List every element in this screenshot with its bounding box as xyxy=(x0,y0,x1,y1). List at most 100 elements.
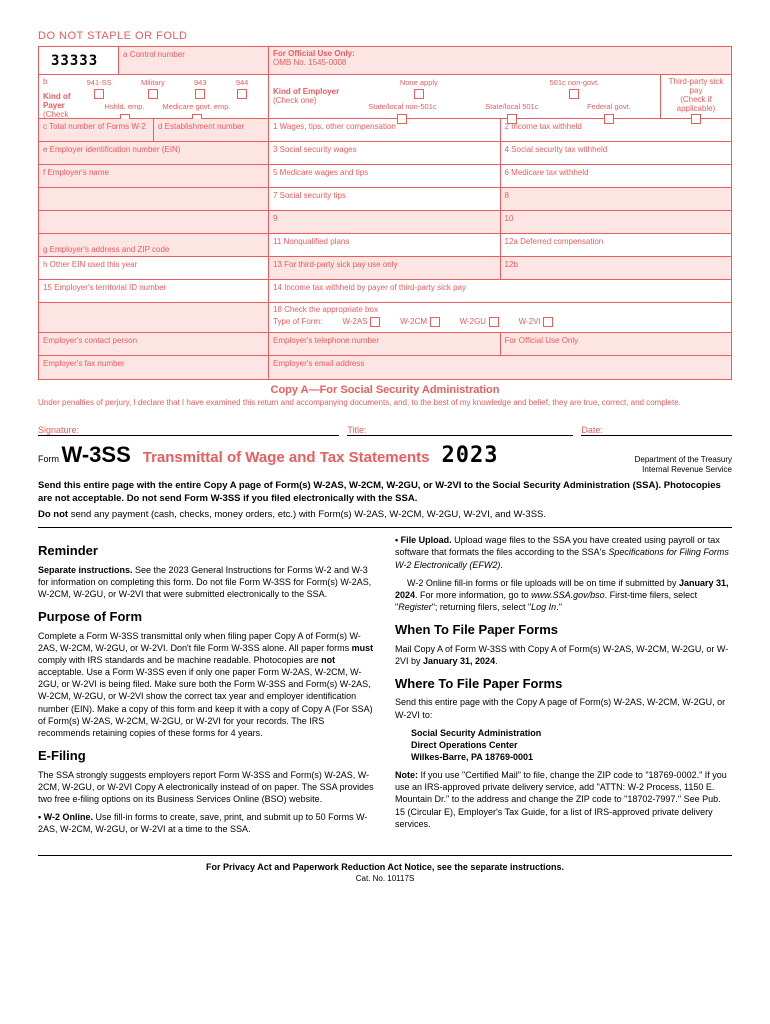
dept-treasury: Department of the Treasury xyxy=(635,455,732,464)
form-grid: 33333 a Control number For Official Use … xyxy=(38,46,732,380)
w2cm-checkbox[interactable] xyxy=(430,317,440,327)
payer-hshld-label: Hshld. emp. xyxy=(105,103,145,111)
privacy-notice: For Privacy Act and Paperwork Reduction … xyxy=(38,855,732,872)
field-e: e Employer identification number (EIN) xyxy=(43,145,180,154)
form-title-row: Form W-3SS Transmittal of Wage and Tax S… xyxy=(38,442,732,474)
contact-person-label: Employer's contact person xyxy=(43,336,137,345)
type-of-form-label: Type of Form: xyxy=(273,317,322,326)
field-g: g Employer's address and ZIP code xyxy=(43,245,169,254)
field-1: 1 Wages, tips, other compensation xyxy=(273,122,396,131)
where-file-text: Send this entire page with the Copy A pa… xyxy=(395,696,732,720)
file-upload-text: • File Upload. Upload wage files to the … xyxy=(395,534,732,570)
tax-year: 2023 xyxy=(441,443,498,468)
field-d: d Establishment number xyxy=(158,122,244,131)
emp-state-non501c-label: State/local non-501c xyxy=(368,103,436,111)
payer-943-checkbox[interactable] xyxy=(195,89,205,99)
left-column: Reminder Separate instructions. See the … xyxy=(38,534,375,841)
emp-state-501c-label: State/local 501c xyxy=(485,103,538,111)
field-12b: 12b xyxy=(505,260,518,269)
form-code: W-3SS xyxy=(62,442,131,467)
payer-944-checkbox[interactable] xyxy=(237,89,247,99)
control-number-label: a Control number xyxy=(123,50,185,59)
dept-irs: Internal Revenue Service xyxy=(642,465,732,474)
signature-label: Signature: xyxy=(38,425,79,435)
field-h: h Other EIN used this year xyxy=(43,260,137,269)
field-13: 13 For third-party sick pay use only xyxy=(273,260,398,269)
field-8: 8 xyxy=(505,191,509,200)
payer-943-label: 943 xyxy=(194,79,207,87)
w2cm-label: W-2CM xyxy=(400,317,427,326)
w2as-label: W-2AS xyxy=(342,317,367,326)
field-6: 6 Medicare tax withheld xyxy=(505,168,589,177)
payer-medicare-label: Medicare govt. emp. xyxy=(163,103,231,111)
purpose-text: Complete a Form W-3SS transmittal only w… xyxy=(38,630,375,739)
copy-a-heading: Copy A—For Social Security Administratio… xyxy=(38,384,732,396)
check-if-applicable: (Check if applicable) xyxy=(665,95,727,113)
box-33333: 33333 xyxy=(43,47,106,75)
deadline-text: W-2 Online fill-in forms or file uploads… xyxy=(395,577,732,613)
purpose-heading: Purpose of Form xyxy=(38,608,375,626)
field-5: 5 Medicare wages and tips xyxy=(273,168,368,177)
field-12a: 12a Deferred compensation xyxy=(505,237,604,246)
divider xyxy=(38,527,732,528)
field-3: 3 Social security wages xyxy=(273,145,357,154)
w2vi-label: W-2VI xyxy=(519,317,541,326)
field-7: 7 Social security tips xyxy=(273,191,346,200)
emp-none-checkbox[interactable] xyxy=(414,89,424,99)
perjury-statement: Under penalties of perjury, I declare th… xyxy=(38,398,732,407)
payer-941ss-label: 941-SS xyxy=(87,79,112,87)
payer-941ss-checkbox[interactable] xyxy=(94,89,104,99)
official-use-label: For Official Use Only: xyxy=(273,49,727,58)
instruction-send: Send this entire page with the entire Co… xyxy=(38,480,732,505)
emp-federal-label: Federal govt. xyxy=(587,103,631,111)
emp-none-label: None apply xyxy=(400,79,438,87)
payer-military-label: Military xyxy=(141,79,165,87)
kind-employer-label: Kind of Employer xyxy=(273,87,343,96)
mailing-address: Social Security Administration Direct Op… xyxy=(411,727,732,763)
payer-military-checkbox[interactable] xyxy=(148,89,158,99)
form-word: Form xyxy=(38,454,59,464)
phone-label: Employer's telephone number xyxy=(273,336,379,345)
field-9: 9 xyxy=(273,214,277,223)
field-11: 11 Nonqualified plans xyxy=(273,237,349,246)
instruction-payment: Do not send any payment (cash, checks, m… xyxy=(38,509,732,521)
field-15: 15 Employer's territorial ID number xyxy=(43,283,166,292)
w2-online-text: • W-2 Online. Use fill-in forms to creat… xyxy=(38,811,375,835)
emp-501c-checkbox[interactable] xyxy=(569,89,579,99)
reminder-heading: Reminder xyxy=(38,542,375,560)
email-label: Employer's email address xyxy=(273,359,364,368)
emp-501c-label: 501c non-govt. xyxy=(550,79,600,87)
kind-payer-label: Kind of Payer xyxy=(43,92,71,110)
staple-warning: DO NOT STAPLE OR FOLD xyxy=(38,30,732,42)
check-one-employer: (Check one) xyxy=(273,96,343,105)
field-f: f Employer's name xyxy=(43,168,109,177)
where-file-heading: Where To File Paper Forms xyxy=(395,675,732,693)
omb-number: OMB No. 1545-0008 xyxy=(273,58,727,67)
efiling-heading: E-Filing xyxy=(38,747,375,765)
right-column: • File Upload. Upload wage files to the … xyxy=(395,534,732,841)
when-file-heading: When To File Paper Forms xyxy=(395,621,732,639)
instruction-columns: Reminder Separate instructions. See the … xyxy=(38,534,732,841)
field-2: 2 Income tax withheld xyxy=(505,122,582,131)
field-14: 14 Income tax withheld by payer of third… xyxy=(273,283,466,292)
form-title: Transmittal of Wage and Tax Statements xyxy=(143,449,430,466)
fax-label: Employer's fax number xyxy=(43,359,125,368)
third-party-label: Third-party sick pay xyxy=(665,77,727,95)
field-18: 18 Check the appropriate box xyxy=(273,305,727,314)
signature-row: Signature: Title: Date: xyxy=(38,425,732,436)
field-4: 4 Social security tax withheld xyxy=(505,145,608,154)
field-c: c Total number of Forms W-2 xyxy=(43,122,146,131)
w2gu-checkbox[interactable] xyxy=(489,317,499,327)
when-file-text: Mail Copy A of Form W-3SS with Copy A of… xyxy=(395,643,732,667)
w2vi-checkbox[interactable] xyxy=(543,317,553,327)
section-b-label: b xyxy=(43,77,71,86)
official-only-label: For Official Use Only xyxy=(505,336,579,345)
w2gu-label: W-2GU xyxy=(460,317,487,326)
payer-944-label: 944 xyxy=(236,79,249,87)
w2as-checkbox[interactable] xyxy=(370,317,380,327)
efiling-text: The SSA strongly suggests employers repo… xyxy=(38,769,375,805)
date-label: Date: xyxy=(581,425,603,435)
separate-instr-label: Separate instructions. xyxy=(38,565,133,575)
title-label: Title: xyxy=(347,425,366,435)
field-10: 10 xyxy=(505,214,514,223)
